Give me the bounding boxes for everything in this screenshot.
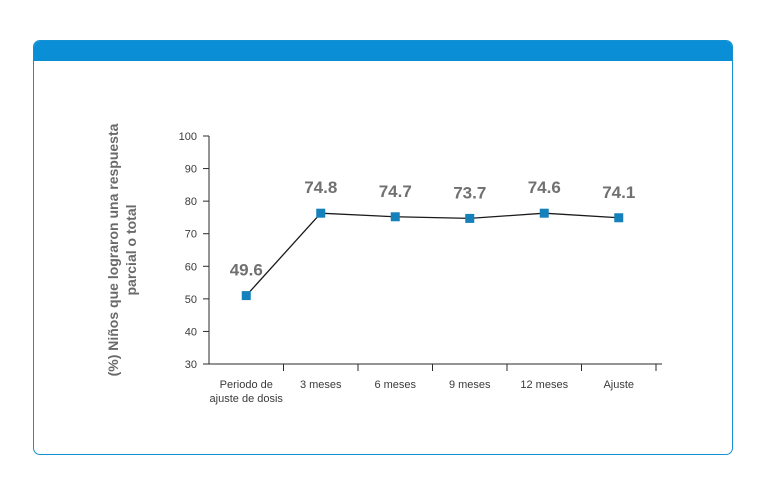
data-label: 73.7 bbox=[453, 183, 486, 202]
y-tick-label: 40 bbox=[185, 326, 197, 338]
x-tick-label: Ajuste bbox=[603, 379, 634, 391]
card-header-bar bbox=[34, 41, 732, 61]
data-label: 74.1 bbox=[602, 183, 635, 202]
data-point-marker bbox=[316, 208, 326, 218]
data-label: 49.6 bbox=[230, 261, 263, 280]
data-point-marker bbox=[539, 208, 549, 218]
data-point-marker bbox=[465, 213, 475, 223]
y-axis-title: (%) Niños que lograron una respuesta parc… bbox=[105, 123, 139, 376]
data-label: 74.8 bbox=[304, 178, 337, 197]
series-line bbox=[245, 212, 619, 297]
data-point-marker bbox=[614, 213, 624, 223]
y-tick-label: 30 bbox=[185, 359, 197, 371]
data-point-marker bbox=[241, 291, 251, 301]
x-tick-label: 12 meses bbox=[520, 379, 568, 391]
data-label: 74.6 bbox=[528, 178, 561, 197]
y-tick-label: 100 bbox=[179, 131, 197, 143]
y-tick-label: 80 bbox=[185, 196, 197, 208]
data-point-marker bbox=[390, 212, 400, 222]
x-tick-label: Periodo de ajuste de dosis bbox=[210, 379, 284, 405]
x-tick-label: 3 meses bbox=[300, 379, 342, 391]
y-tick-label: 90 bbox=[185, 164, 197, 176]
y-tick-label: 60 bbox=[185, 261, 197, 273]
chart-card bbox=[33, 40, 733, 455]
x-tick-label: 6 meses bbox=[374, 379, 416, 391]
y-tick-label: 50 bbox=[185, 294, 197, 306]
data-label: 74.7 bbox=[379, 182, 412, 201]
y-tick-label: 70 bbox=[185, 229, 197, 241]
x-tick-label: 9 meses bbox=[449, 379, 491, 391]
